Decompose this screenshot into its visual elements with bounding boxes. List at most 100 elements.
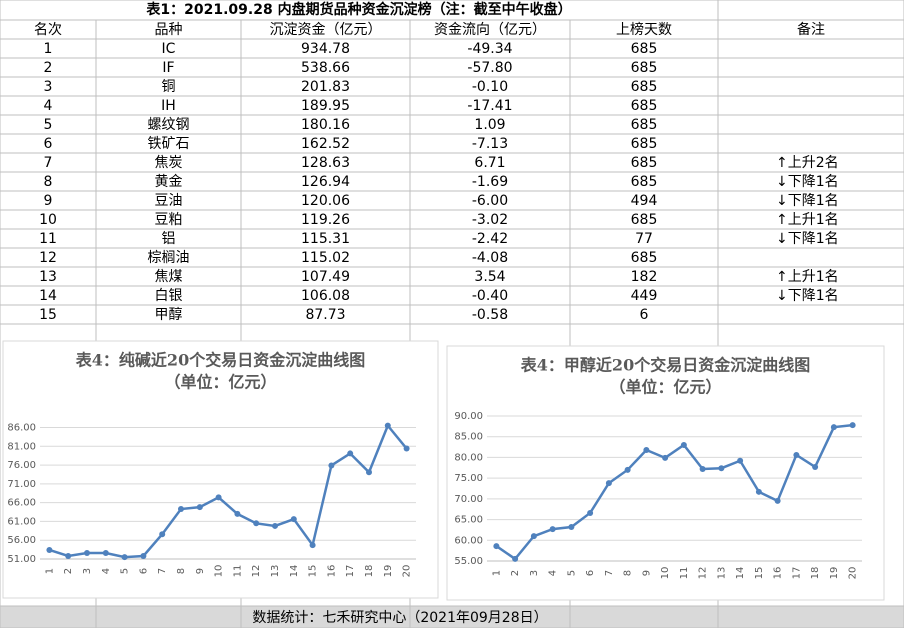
table-cell: 126.94 bbox=[301, 174, 350, 190]
point bbox=[159, 531, 166, 538]
footer-band bbox=[0, 606, 904, 628]
point bbox=[309, 542, 316, 549]
x-tick-label: 2 bbox=[63, 568, 74, 574]
point bbox=[662, 454, 669, 461]
chart-area bbox=[446, 345, 885, 601]
table-cell: -1.69 bbox=[472, 174, 508, 190]
y-tick-label: 76.00 bbox=[7, 460, 36, 471]
table-cell: 铁矿石 bbox=[148, 136, 190, 152]
x-tick-label: 7 bbox=[157, 568, 168, 574]
table-cell: 14 bbox=[39, 288, 57, 304]
table-cell: 6 bbox=[44, 136, 53, 152]
table-cell: 6.71 bbox=[474, 155, 505, 171]
y-tick-label: 66.00 bbox=[7, 498, 36, 509]
remark-cell: ↓下降1名 bbox=[776, 288, 839, 304]
x-tick-label: 14 bbox=[289, 565, 300, 578]
table-cell: -2.42 bbox=[472, 231, 508, 247]
y-tick-label: 65.00 bbox=[454, 515, 483, 526]
point bbox=[680, 442, 687, 448]
x-tick-label: 3 bbox=[82, 568, 93, 574]
chart-subtitle: （单位：亿元） bbox=[164, 373, 276, 392]
table-cell: 10 bbox=[39, 212, 57, 228]
x-tick-label: 18 bbox=[810, 567, 821, 580]
header-cell: 名次 bbox=[34, 22, 62, 38]
point bbox=[568, 524, 575, 531]
table-cell: 685 bbox=[631, 174, 658, 190]
table-cell: 11 bbox=[39, 231, 57, 247]
point bbox=[46, 546, 53, 553]
x-tick-label: 11 bbox=[679, 567, 690, 580]
table-cell: 棕榈油 bbox=[148, 250, 190, 266]
x-tick-label: 2 bbox=[510, 570, 521, 576]
point bbox=[178, 506, 184, 513]
y-tick-label: 61.00 bbox=[7, 516, 36, 527]
remark-cell: ↓下降1名 bbox=[776, 231, 839, 247]
table-cell: 87.73 bbox=[305, 307, 345, 323]
table-cell: 5 bbox=[44, 117, 53, 133]
point bbox=[699, 466, 706, 473]
point bbox=[347, 450, 354, 457]
table-cell: 7 bbox=[44, 155, 53, 171]
table-cell: IC bbox=[162, 41, 176, 57]
table-cell: 180.16 bbox=[301, 117, 350, 133]
point bbox=[140, 552, 147, 559]
table-cell: 白银 bbox=[155, 288, 183, 304]
x-tick-label: 5 bbox=[566, 570, 577, 576]
table-cell: 685 bbox=[631, 212, 658, 228]
point bbox=[643, 446, 650, 453]
table-cell: 2 bbox=[44, 60, 53, 76]
point bbox=[812, 463, 819, 470]
x-tick-label: 17 bbox=[345, 565, 356, 578]
chart: 表4：纯碱近20个交易日资金沉淀曲线图 （单位：亿元） 51.00 56.00 61.0… bbox=[2, 340, 439, 599]
y-tick-label: 51.00 bbox=[7, 554, 36, 565]
table-cell: 685 bbox=[631, 60, 658, 76]
table-cell: 4 bbox=[44, 98, 53, 114]
table-cell: 1 bbox=[44, 41, 53, 57]
table-cell: -3.02 bbox=[472, 212, 508, 228]
table-cell: IF bbox=[162, 60, 174, 76]
x-tick-label: 13 bbox=[716, 567, 727, 580]
table-cell: 螺纹钢 bbox=[148, 117, 190, 133]
table-cell: 1.09 bbox=[474, 117, 505, 133]
table-cell: 3 bbox=[44, 79, 53, 95]
chart: 表4：甲醇近20个交易日资金沉淀曲线图 （单位：亿元） 55.00 60.00 65.0… bbox=[446, 345, 885, 601]
table-cell: 685 bbox=[631, 117, 658, 133]
x-tick-label: 13 bbox=[270, 565, 281, 578]
remark-cell: ↑上升2名 bbox=[776, 155, 839, 171]
remark-cell: ↓下降1名 bbox=[776, 174, 839, 190]
table-cell: 115.31 bbox=[301, 231, 350, 247]
point bbox=[196, 504, 203, 511]
series-line bbox=[495, 423, 853, 561]
point bbox=[328, 462, 335, 469]
x-tick-label: 20 bbox=[402, 565, 413, 578]
y-tick-label: 81.00 bbox=[7, 441, 36, 452]
table-cell: 538.66 bbox=[301, 60, 350, 76]
table-cell: 焦炭 bbox=[155, 155, 183, 171]
point bbox=[605, 480, 612, 487]
header-cell: 资金流向（亿元） bbox=[434, 22, 546, 38]
header-cell: 品种 bbox=[155, 22, 183, 38]
x-tick-label: 8 bbox=[623, 570, 634, 576]
x-tick-label: 15 bbox=[308, 565, 319, 578]
table-cell: 189.95 bbox=[301, 98, 350, 114]
table-cell: -17.41 bbox=[467, 98, 512, 114]
table-cell: 685 bbox=[631, 98, 658, 114]
table-cell: 107.49 bbox=[301, 269, 350, 285]
x-tick-label: 8 bbox=[176, 568, 187, 574]
table-cell: 13 bbox=[39, 269, 57, 285]
x-tick-label: 9 bbox=[195, 568, 206, 574]
x-tick-label: 9 bbox=[641, 570, 652, 576]
y-tick-label: 56.00 bbox=[7, 535, 36, 546]
x-tick-label: 15 bbox=[754, 567, 765, 580]
table-cell: 201.83 bbox=[301, 79, 350, 95]
table-cell: 934.78 bbox=[301, 41, 350, 57]
table-cell: 黄金 bbox=[155, 173, 183, 190]
table-cell: -0.58 bbox=[472, 307, 508, 323]
point bbox=[403, 445, 410, 452]
x-tick-label: 10 bbox=[660, 567, 671, 580]
x-tick-label: 6 bbox=[138, 568, 149, 574]
table-cell: -49.34 bbox=[467, 41, 512, 57]
x-tick-label: 1 bbox=[491, 570, 502, 576]
remark-cell: ↑上升1名 bbox=[776, 212, 839, 228]
